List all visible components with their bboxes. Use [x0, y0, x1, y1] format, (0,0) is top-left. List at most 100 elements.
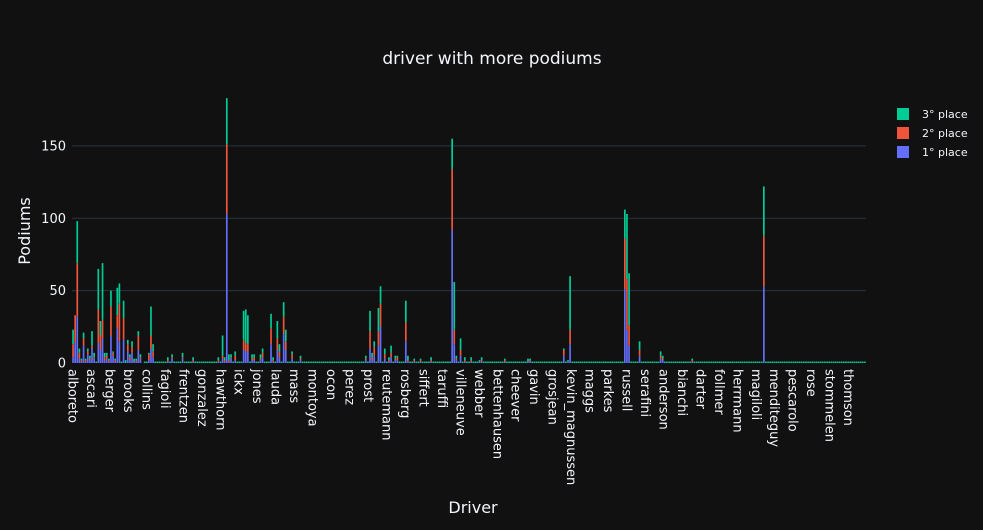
- bar-segment[interactable]: [653, 361, 656, 363]
- bar-segment[interactable]: [259, 358, 262, 361]
- bar-segment[interactable]: [596, 361, 599, 363]
- bar-segment[interactable]: [765, 361, 767, 363]
- bar-segment[interactable]: [453, 329, 456, 345]
- bar-segment[interactable]: [615, 361, 618, 363]
- bar-segment[interactable]: [72, 344, 74, 358]
- bar-segment[interactable]: [480, 360, 483, 362]
- legend-item[interactable]: 3° place: [897, 108, 968, 121]
- bar-segment[interactable]: [533, 361, 536, 363]
- bar-segment[interactable]: [129, 360, 131, 363]
- bar-segment[interactable]: [718, 361, 721, 363]
- bar-segment[interactable]: [192, 360, 194, 362]
- bar-segment[interactable]: [383, 354, 386, 359]
- bar-segment[interactable]: [154, 361, 157, 363]
- bar-segment[interactable]: [847, 361, 849, 363]
- bar-segment[interactable]: [181, 352, 184, 358]
- bar-segment[interactable]: [600, 361, 603, 363]
- bar-segment[interactable]: [543, 361, 546, 363]
- bar-segment[interactable]: [670, 361, 673, 363]
- bar-segment[interactable]: [293, 361, 296, 363]
- bar-segment[interactable]: [261, 357, 264, 363]
- bar-segment[interactable]: [101, 319, 104, 339]
- bar-segment[interactable]: [110, 290, 112, 307]
- bar-segment[interactable]: [800, 361, 803, 363]
- bar-segment[interactable]: [609, 361, 611, 363]
- bar-segment[interactable]: [282, 316, 285, 335]
- bar-segment[interactable]: [171, 358, 173, 363]
- bar-segment[interactable]: [152, 344, 154, 352]
- bar-segment[interactable]: [453, 344, 456, 363]
- bar-segment[interactable]: [455, 355, 458, 359]
- bar-segment[interactable]: [463, 357, 466, 361]
- bar-segment[interactable]: [763, 186, 765, 236]
- bar-segment[interactable]: [122, 318, 125, 340]
- bar-segment[interactable]: [232, 361, 234, 363]
- bar-segment[interactable]: [74, 315, 77, 343]
- bar-segment[interactable]: [826, 361, 828, 363]
- bar-segment[interactable]: [126, 344, 129, 352]
- bar-segment[interactable]: [301, 361, 304, 363]
- bar-segment[interactable]: [525, 361, 527, 363]
- bar-segment[interactable]: [398, 361, 401, 363]
- bar-segment[interactable]: [672, 361, 675, 363]
- bar-segment[interactable]: [451, 138, 453, 170]
- bar-segment[interactable]: [598, 361, 601, 363]
- bar-segment[interactable]: [815, 361, 818, 363]
- bar-segment[interactable]: [634, 361, 637, 363]
- bar-segment[interactable]: [375, 361, 378, 363]
- bar-segment[interactable]: [108, 358, 110, 361]
- bar-segment[interactable]: [105, 358, 108, 363]
- bar-segment[interactable]: [527, 358, 529, 362]
- bar-segment[interactable]: [565, 361, 567, 363]
- bar-segment[interactable]: [573, 361, 576, 363]
- bar-segment[interactable]: [803, 361, 805, 363]
- bar-segment[interactable]: [91, 345, 93, 349]
- bar-segment[interactable]: [112, 351, 114, 353]
- bar-segment[interactable]: [95, 361, 98, 363]
- bar-segment[interactable]: [166, 361, 169, 363]
- bar-segment[interactable]: [118, 283, 121, 304]
- bar-segment[interactable]: [624, 238, 626, 290]
- bar-segment[interactable]: [853, 361, 856, 363]
- bar-segment[interactable]: [150, 335, 152, 349]
- bar-segment[interactable]: [272, 361, 274, 363]
- bar-segment[interactable]: [636, 361, 639, 363]
- bar-segment[interactable]: [314, 361, 317, 363]
- bar-segment[interactable]: [781, 361, 784, 363]
- bar-segment[interactable]: [164, 361, 167, 363]
- bar-segment[interactable]: [367, 361, 369, 363]
- bar-segment[interactable]: [457, 361, 460, 363]
- bar-segment[interactable]: [476, 361, 479, 363]
- bar-segment[interactable]: [417, 361, 420, 363]
- bar-segment[interactable]: [116, 287, 119, 316]
- bar-segment[interactable]: [76, 316, 79, 363]
- bar-segment[interactable]: [651, 361, 654, 363]
- bar-segment[interactable]: [455, 358, 458, 361]
- bar-segment[interactable]: [659, 355, 662, 359]
- bar-segment[interactable]: [752, 361, 755, 363]
- bar-segment[interactable]: [796, 361, 799, 363]
- bar-segment[interactable]: [699, 361, 702, 363]
- bar-segment[interactable]: [335, 361, 338, 363]
- bar-segment[interactable]: [685, 361, 687, 363]
- bar-segment[interactable]: [434, 361, 437, 363]
- bar-segment[interactable]: [579, 361, 582, 363]
- bar-segment[interactable]: [225, 144, 228, 214]
- bar-segment[interactable]: [716, 361, 719, 363]
- bar-segment[interactable]: [495, 361, 498, 363]
- bar-segment[interactable]: [371, 360, 373, 363]
- bar-segment[interactable]: [491, 361, 494, 363]
- bar-segment[interactable]: [101, 263, 104, 320]
- bar-segment[interactable]: [386, 361, 388, 363]
- bar-segment[interactable]: [383, 358, 386, 363]
- bar-segment[interactable]: [480, 361, 483, 363]
- bar-segment[interactable]: [181, 358, 184, 363]
- bar-segment[interactable]: [786, 361, 788, 363]
- bar-segment[interactable]: [451, 169, 453, 230]
- bar-segment[interactable]: [461, 361, 464, 363]
- bar-segment[interactable]: [607, 361, 609, 363]
- bar-segment[interactable]: [680, 361, 683, 363]
- bar-segment[interactable]: [86, 354, 89, 363]
- bar-segment[interactable]: [501, 361, 504, 363]
- bar-segment[interactable]: [468, 361, 470, 363]
